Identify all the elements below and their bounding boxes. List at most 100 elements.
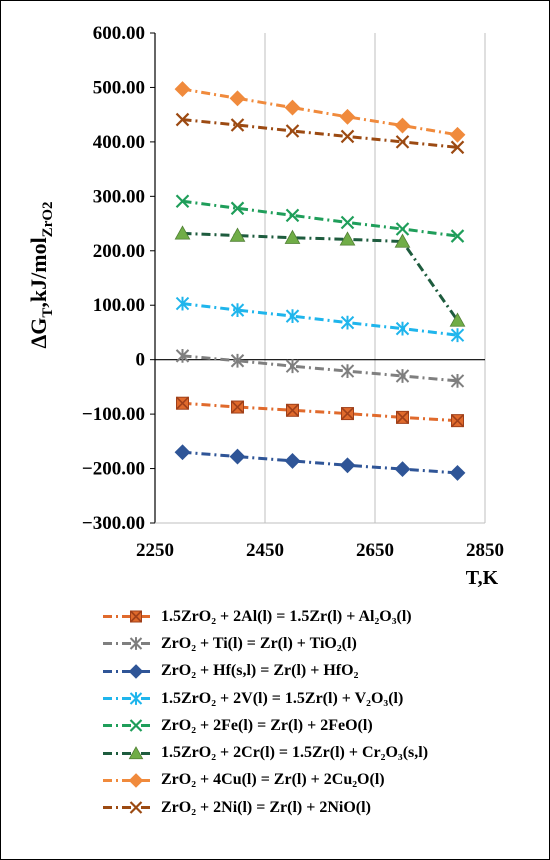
y-axis-title-main: ΔG bbox=[26, 318, 51, 349]
marker-triangle bbox=[174, 225, 191, 240]
series-group bbox=[174, 81, 466, 481]
legend-symbol bbox=[103, 801, 152, 814]
marker-x bbox=[450, 229, 465, 243]
marker-triangle bbox=[128, 745, 144, 759]
series-7 bbox=[175, 112, 465, 155]
legend-label: ZrO₂ + Ti(l) = Zr(l) + TiO₂(l) bbox=[161, 634, 357, 652]
y-tick-label: 600.00 bbox=[93, 23, 145, 44]
marker-x bbox=[285, 124, 300, 138]
marker-asterisk bbox=[230, 303, 245, 318]
data-point bbox=[339, 231, 356, 246]
data-point bbox=[230, 400, 245, 414]
data-point bbox=[395, 410, 410, 424]
y-tick-label: −100.00 bbox=[82, 404, 145, 425]
marker-diamond bbox=[174, 444, 191, 461]
series-1 bbox=[175, 348, 465, 388]
y-tick-label: 0 bbox=[136, 350, 146, 371]
marker-triangle bbox=[339, 231, 356, 246]
marker-diamond bbox=[449, 465, 466, 481]
legend-item: 1.5ZrO₂ + 2Cr(l) = 1.5Zr(l) + Cr₂O₃(s,l) bbox=[100, 739, 540, 766]
legend-symbol bbox=[103, 610, 152, 623]
data-point bbox=[230, 303, 245, 318]
series-0 bbox=[175, 396, 465, 428]
series-4 bbox=[175, 194, 465, 243]
marker-asterisk bbox=[129, 637, 143, 651]
legend-marker bbox=[129, 801, 143, 814]
data-point bbox=[339, 108, 356, 125]
data-point bbox=[175, 396, 190, 410]
data-point bbox=[230, 353, 245, 368]
data-point bbox=[395, 222, 410, 236]
marker-triangle bbox=[394, 233, 411, 248]
data-point bbox=[339, 457, 356, 474]
series-5 bbox=[174, 225, 466, 327]
marker-asterisk bbox=[450, 374, 465, 388]
marker-x bbox=[230, 118, 245, 132]
data-point bbox=[450, 140, 465, 155]
data-point bbox=[395, 135, 410, 149]
data-point bbox=[175, 296, 190, 311]
marker-diamond bbox=[339, 457, 356, 474]
marker-x bbox=[395, 135, 410, 149]
data-point bbox=[284, 453, 301, 469]
legend-marker bbox=[129, 719, 143, 733]
marker-x bbox=[129, 801, 143, 814]
legend-item: 1.5ZrO₂ + 2Al(l) = 1.5Zr(l) + Al₂O₃(l) bbox=[100, 603, 540, 630]
y-axis-title: ΔGT,kJ/molZrO2 bbox=[26, 201, 56, 348]
data-point bbox=[174, 225, 191, 240]
y-tick-label: 300.00 bbox=[93, 186, 145, 207]
y-tick-label: 400.00 bbox=[93, 132, 145, 153]
series-line bbox=[182, 118, 458, 149]
data-point bbox=[175, 112, 190, 127]
legend-label: 1.5ZrO₂ + 2Al(l) = 1.5Zr(l) + Al₂O₃(l) bbox=[161, 607, 412, 625]
x-tick-label: 2250 bbox=[136, 540, 174, 561]
legend-label: ZrO₂ + 2Fe(l) = Zr(l) + 2FeO(l) bbox=[161, 716, 373, 734]
marker-triangle bbox=[284, 229, 301, 244]
legend-marker bbox=[129, 637, 143, 651]
data-point bbox=[285, 359, 300, 374]
marker-asterisk bbox=[230, 353, 245, 368]
y-tick-label: −200.00 bbox=[82, 459, 145, 480]
series-line bbox=[182, 401, 458, 423]
marker-diamond bbox=[339, 108, 356, 125]
marker-x bbox=[129, 719, 143, 733]
legend-item: ZrO₂ + Hf(s,l) = Zr(l) + HfO₂ bbox=[100, 658, 540, 685]
series-line bbox=[182, 302, 458, 337]
data-point bbox=[229, 90, 246, 107]
marker-x bbox=[285, 208, 300, 223]
marker-x bbox=[450, 140, 465, 155]
marker-asterisk bbox=[175, 348, 190, 363]
legend-label: ZrO₂ + 2Ni(l) = Zr(l) + 2NiO(l) bbox=[161, 798, 371, 816]
y-axis-title-sub2: ZrO2 bbox=[40, 201, 56, 237]
legend-marker bbox=[129, 610, 143, 623]
marker-diamond bbox=[229, 90, 246, 107]
y-tick-label: 500.00 bbox=[93, 77, 145, 98]
data-point bbox=[340, 215, 355, 230]
marker-diamond bbox=[174, 81, 191, 97]
marker-asterisk bbox=[395, 369, 410, 383]
series-6 bbox=[174, 81, 466, 143]
marker-diamond bbox=[394, 117, 411, 134]
legend-symbol bbox=[103, 745, 152, 759]
grid bbox=[264, 33, 486, 523]
data-point bbox=[285, 208, 300, 223]
marker-x bbox=[175, 194, 190, 209]
marker-x bbox=[395, 222, 410, 236]
data-point bbox=[174, 444, 191, 461]
marker-x bbox=[175, 112, 190, 127]
marker-asterisk bbox=[450, 328, 465, 343]
data-point bbox=[450, 414, 465, 428]
series-3 bbox=[175, 296, 465, 343]
data-point bbox=[285, 124, 300, 138]
series-line bbox=[182, 231, 459, 322]
data-point bbox=[450, 328, 465, 343]
marker-diamond bbox=[284, 453, 301, 469]
marker-box-cross bbox=[285, 403, 300, 417]
marker-diamond bbox=[128, 663, 144, 679]
y-tick-label: 100.00 bbox=[93, 295, 145, 316]
marker-asterisk bbox=[340, 315, 355, 330]
y-axis-title-mid: ,kJ/mol bbox=[26, 237, 51, 307]
marker-asterisk bbox=[175, 296, 190, 311]
legend-item: ZrO₂ + 2Fe(l) = Zr(l) + 2FeO(l) bbox=[100, 712, 540, 739]
data-point bbox=[284, 229, 301, 244]
